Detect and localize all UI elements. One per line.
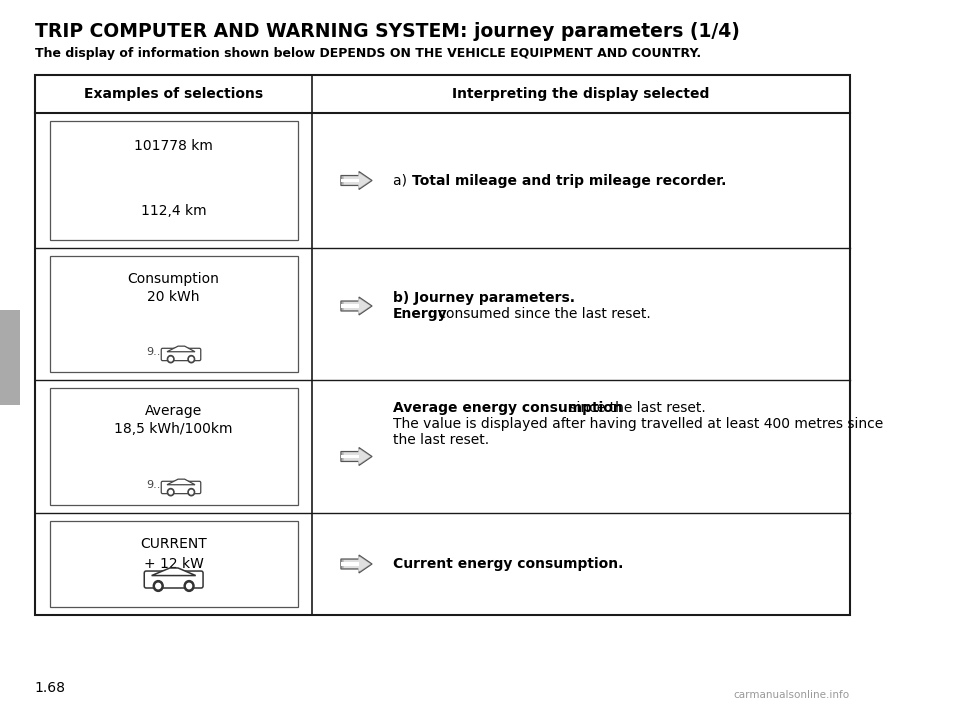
Circle shape [186,584,192,589]
Text: carmanualsonline.info: carmanualsonline.info [733,690,850,700]
Circle shape [169,491,173,494]
Polygon shape [167,479,195,485]
Text: Average: Average [145,404,203,418]
Circle shape [156,584,160,589]
Polygon shape [341,555,372,573]
Polygon shape [341,562,359,566]
Polygon shape [341,304,359,308]
Text: Energy: Energy [394,307,448,321]
Text: 112,4 km: 112,4 km [141,204,206,218]
Circle shape [188,356,195,363]
Text: The display of information shown below DEPENDS ON THE VEHICLE EQUIPMENT AND COUN: The display of information shown below D… [35,47,701,60]
Polygon shape [344,449,371,464]
Text: consumed since the last reset.: consumed since the last reset. [434,307,651,321]
Polygon shape [341,297,372,315]
Bar [50,121,298,240]
Polygon shape [344,173,371,188]
Bar [50,388,298,505]
Circle shape [190,491,193,494]
Polygon shape [341,179,359,182]
Text: 18,5 kWh/100km: 18,5 kWh/100km [114,422,233,436]
Bar [50,521,298,607]
Bar [0,310,20,405]
Text: CURRENT: CURRENT [140,537,207,551]
Text: a): a) [394,173,412,187]
Polygon shape [341,454,359,458]
Bar [50,256,298,372]
Text: Consumption: Consumption [128,272,220,286]
Text: + 12 kW: + 12 kW [144,557,204,571]
Bar [35,75,850,615]
FancyBboxPatch shape [161,481,201,493]
Text: since the last reset.: since the last reset. [565,401,706,415]
Text: Interpreting the display selected: Interpreting the display selected [452,87,709,101]
Text: 1.68: 1.68 [35,681,66,695]
Polygon shape [341,447,372,466]
Polygon shape [341,562,359,566]
Circle shape [188,488,195,496]
Text: Examples of selections: Examples of selections [84,87,263,101]
Polygon shape [344,556,371,572]
Text: TRIP COMPUTER AND WARNING SYSTEM: journey parameters (1/4): TRIP COMPUTER AND WARNING SYSTEM: journe… [35,22,740,41]
Circle shape [154,581,163,591]
Circle shape [169,357,173,361]
Text: b) Journey parameters.: b) Journey parameters. [394,291,575,305]
Text: Average energy consumption: Average energy consumption [394,401,623,415]
Text: 9....: 9.... [146,480,168,490]
Text: Current energy consumption.: Current energy consumption. [394,557,624,571]
Circle shape [167,356,174,363]
FancyBboxPatch shape [161,349,201,361]
Text: 20 kWh: 20 kWh [148,290,200,304]
Text: Total mileage and trip mileage recorder.: Total mileage and trip mileage recorder. [412,173,726,187]
Polygon shape [152,568,196,576]
Text: the last reset.: the last reset. [394,433,490,447]
Polygon shape [341,172,372,190]
Polygon shape [341,304,359,308]
Polygon shape [344,298,371,314]
Circle shape [167,488,174,496]
Text: 9....: 9.... [146,347,168,357]
Circle shape [184,581,194,591]
FancyBboxPatch shape [144,571,204,588]
Polygon shape [341,454,359,458]
Polygon shape [167,346,195,351]
Text: 101778 km: 101778 km [134,139,213,153]
Polygon shape [341,179,359,182]
Circle shape [190,357,193,361]
Text: The value is displayed after having travelled at least 400 metres since: The value is displayed after having trav… [394,417,883,431]
